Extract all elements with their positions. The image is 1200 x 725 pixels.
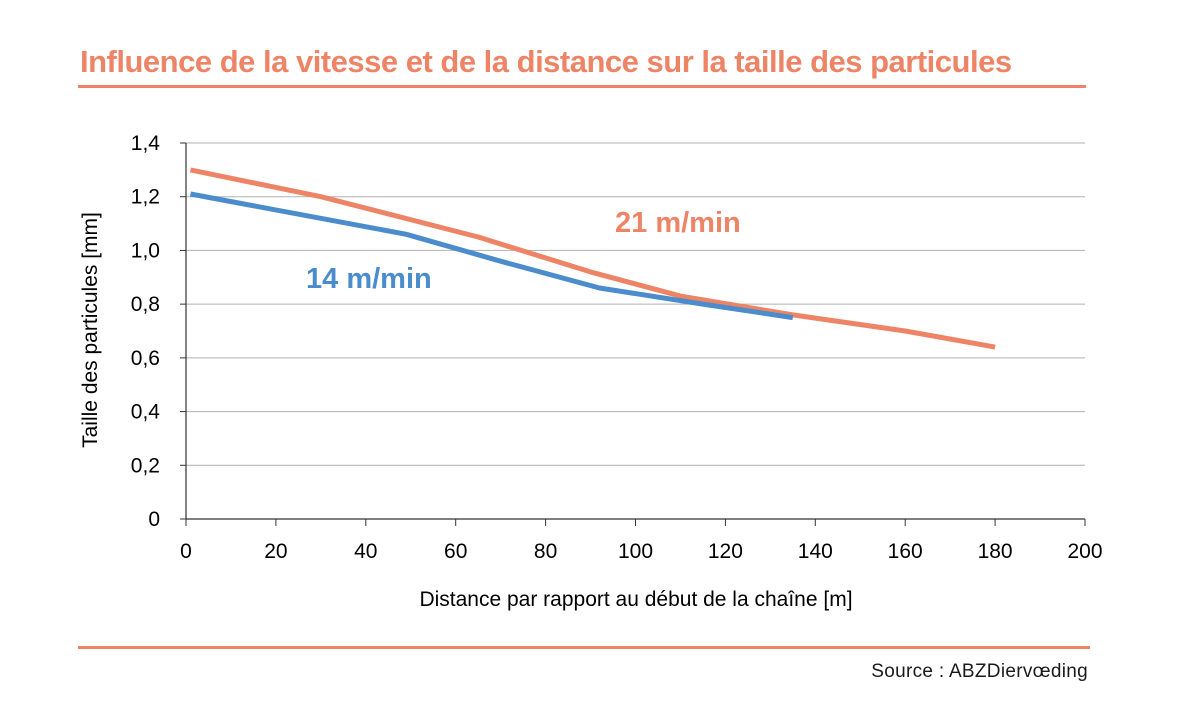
y-tick-label: 1,2 [131,186,160,209]
series-label: 14 m/min [306,263,432,295]
y-axis-label: Taille des particules [mm] [79,212,102,448]
x-tick-label: 140 [798,540,833,563]
x-tick-label: 20 [264,540,287,563]
x-tick-label: 180 [978,540,1013,563]
x-tick-label: 160 [888,540,923,563]
grid-lines [186,142,1085,466]
y-tick-label: 0 [148,508,160,531]
source-note: Source : ABZDiervœding [871,661,1088,682]
x-axis-label: Distance par rapport au début de la chaî… [419,588,852,611]
x-tick-label: 0 [180,540,192,563]
series-line-21-m-min [189,167,996,350]
x-tick-label: 120 [708,540,743,563]
x-tick-label: 40 [354,540,377,563]
x-tick-label: 100 [618,540,653,563]
y-tick-label: 0,2 [131,454,160,477]
footer-rule [78,646,1090,649]
series-line-14-m-min [190,191,794,321]
title-rule [78,85,1086,88]
series-labels: 21 m/min 14 m/min [306,207,741,295]
y-tick-label: 0,6 [131,347,160,370]
x-tick-label: 80 [534,540,557,563]
y-tick-label: 1,4 [131,132,161,155]
x-tick-label: 60 [444,540,467,563]
y-tick-labels: 0 0,2 0,4 0,6 0,8 1,0 1,2 1,4 [131,132,161,531]
series-lines [189,167,996,350]
x-tick-labels: 0 20 40 60 80 100 120 140 160 180 200 [180,540,1102,563]
y-tick-label: 0,4 [131,401,161,424]
chart-title: Influence de la vitesse et de la distanc… [80,44,1012,79]
axes [180,142,1086,526]
y-tick-label: 0,8 [131,293,160,316]
y-tick-label: 1,0 [131,239,160,262]
line-chart: 0 0,2 0,4 0,6 0,8 1,0 1,2 1,4 0 20 40 60 80 100 120 14… [79,132,1103,611]
series-label: 21 m/min [615,207,741,239]
x-tick-label: 200 [1067,540,1102,563]
